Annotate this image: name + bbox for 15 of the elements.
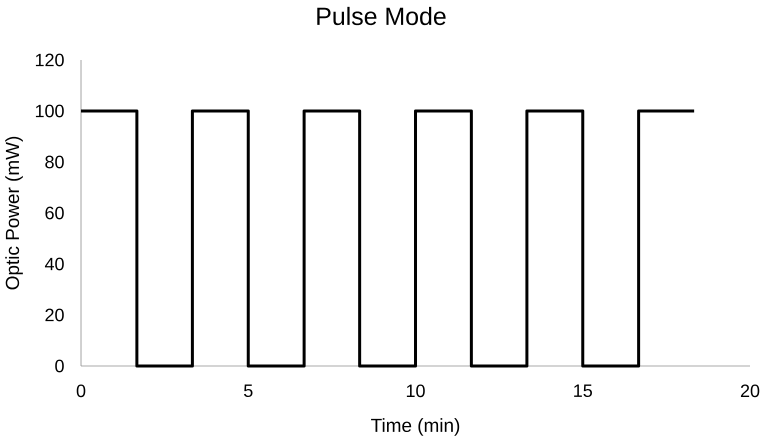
y-tick-label: 20 (45, 308, 64, 322)
y-tick-label: 60 (45, 206, 64, 220)
chart-title: Pulse Mode (317, 6, 446, 26)
y-tick-label: 120 (36, 54, 64, 66)
x-tick-label: 20 (740, 384, 760, 398)
x-tick-label: 0 (76, 384, 86, 398)
y-axis-title: Optic Power (mW) (5, 136, 23, 290)
x-tick-label: 5 (244, 384, 252, 398)
x-tick-label: 10 (406, 384, 425, 398)
y-tick-label: 80 (45, 156, 64, 168)
x-tick-label: 15 (574, 384, 592, 398)
y-tick-label: 0 (55, 360, 64, 372)
x-axis-title: Time (min) (371, 418, 460, 436)
y-tick-label: 100 (36, 104, 64, 118)
y-tick-label: 40 (44, 258, 64, 270)
